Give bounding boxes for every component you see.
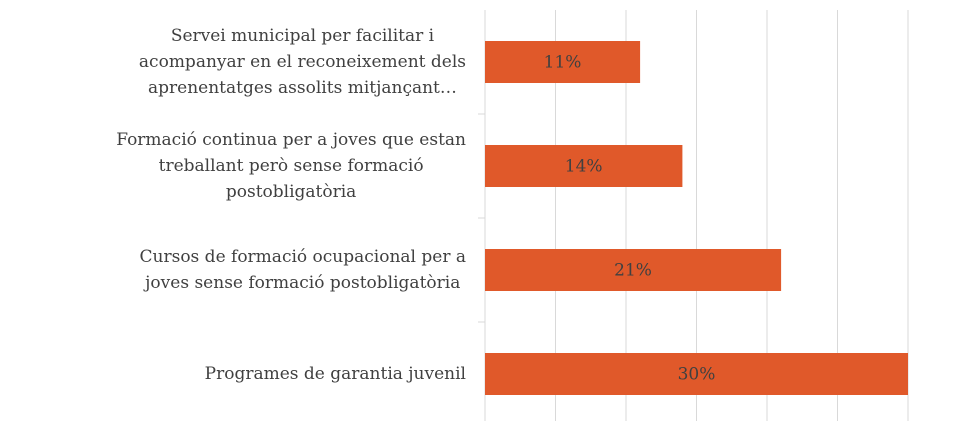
category-label: Cursos de formació ocupacional per a jov… — [139, 247, 466, 293]
bar — [485, 41, 641, 83]
value-label: 14% — [565, 157, 603, 177]
category-label: Servei municipal per facilitar i acompan… — [138, 26, 466, 98]
bar — [485, 145, 683, 187]
category-label: Formació continua per a joves que estan … — [116, 130, 466, 202]
value-label: 30% — [678, 365, 716, 385]
category-label: Programes de garantia juvenil — [204, 364, 466, 384]
bar — [485, 353, 908, 395]
value-label: 21% — [614, 261, 652, 281]
bar — [485, 249, 782, 291]
value-label: 11% — [544, 53, 582, 73]
